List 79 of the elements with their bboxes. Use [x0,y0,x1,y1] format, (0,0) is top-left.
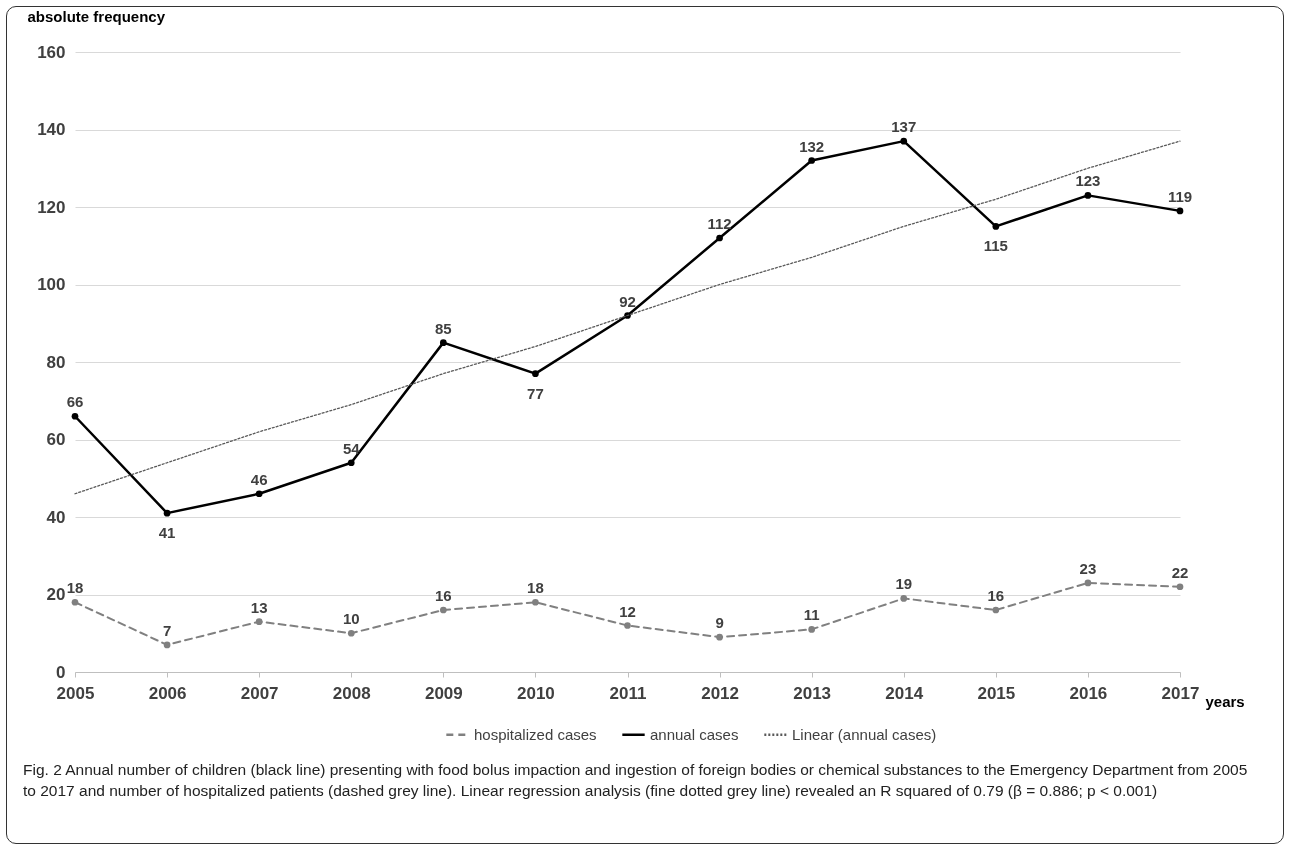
y-axis-title: absolute frequency [27,7,166,25]
data-label: 12 [619,602,636,620]
legend-label: annual cases [650,725,739,743]
data-label: 54 [342,439,361,457]
y-tick-label: 100 [37,275,66,294]
point [992,606,1000,614]
x-tick-label: 2006 [148,683,187,703]
x-tick-label: 2016 [1069,683,1108,703]
point [1084,192,1092,199]
data-label: 22 [1171,563,1189,581]
point [624,622,631,629]
point [347,629,355,637]
y-tick-label: 40 [46,507,66,527]
x-tick-label: 2011 [609,683,647,703]
data-label: 46 [250,470,268,488]
x-tick-label: 2007 [240,683,279,703]
point [71,412,79,420]
data-label: 23 [1079,559,1097,577]
point [532,370,539,377]
point [255,618,263,625]
x-tick-label: 2014 [885,683,924,703]
y-tick-label: 120 [37,197,66,217]
data-label: 92 [619,292,636,310]
data-label: 7 [162,621,172,639]
x-tick-label: 2005 [56,683,95,703]
point [1176,583,1184,591]
data-label: 11 [803,606,820,624]
x-tick-label: 2015 [977,683,1016,703]
point [1084,579,1092,587]
data-label: 16 [434,587,452,604]
data-label: 132 [799,137,825,155]
point [900,137,908,145]
data-label: 16 [987,587,1005,604]
data-label: 19 [895,575,913,593]
x-tick-label: 2017 [1161,683,1200,703]
y-tick-label: 160 [37,42,66,62]
caption: Fig. 2 Annual number of children (black line) presenting with food bolus impaction and ingestion of foreign bodies or chemical substances to the Emergency Department from 2005 to 2017 and number of hospitalized patients (dashed grey line). Linear regression analysis (fine dotted grey line) revealed an R squared of 0.79 (β = 0.886; p < 0.001) [23,760,1249,801]
data-label: 10 [342,610,360,628]
data-label: 13 [250,598,268,616]
legend-label: Linear (annual cases) [792,725,937,743]
point [716,633,723,641]
data-label: 112 [707,215,732,232]
x-tick-label: 2008 [332,683,371,703]
point [532,598,539,606]
data-label: 41 [158,524,176,542]
point [900,595,908,602]
x-axis-title: years [1205,692,1245,710]
y-tick-label: 80 [46,352,66,372]
point [716,234,723,242]
legend-label: hospitalized cases [474,725,597,743]
x-tick-label: 2013 [793,683,832,703]
y-tick-label: 20 [46,585,66,604]
point [255,490,263,498]
data-label: 115 [983,237,1008,255]
data-label: 9 [715,614,724,632]
data-label: 137 [891,118,917,136]
data-label: 66 [66,393,84,411]
point [439,606,447,614]
x-tick-label: 2012 [701,683,739,703]
data-label: 119 [1167,187,1193,205]
point [1176,207,1184,215]
y-tick-label: 140 [37,120,66,139]
point [992,223,1000,230]
data-label: 18 [527,579,544,597]
data-label: 85 [434,319,452,337]
x-tick-label: 2010 [517,683,555,703]
point [439,339,447,346]
point [71,598,79,606]
point [163,509,171,517]
x-tick-label: 2009 [424,683,463,703]
data-label: 77 [527,384,544,402]
point [347,459,355,467]
point [808,157,816,164]
data-label: 18 [66,579,84,597]
point [808,626,816,633]
y-tick-label: 0 [56,662,66,682]
y-tick-label: 60 [46,430,66,449]
data-label: 123 [1075,172,1101,190]
point [163,641,171,649]
